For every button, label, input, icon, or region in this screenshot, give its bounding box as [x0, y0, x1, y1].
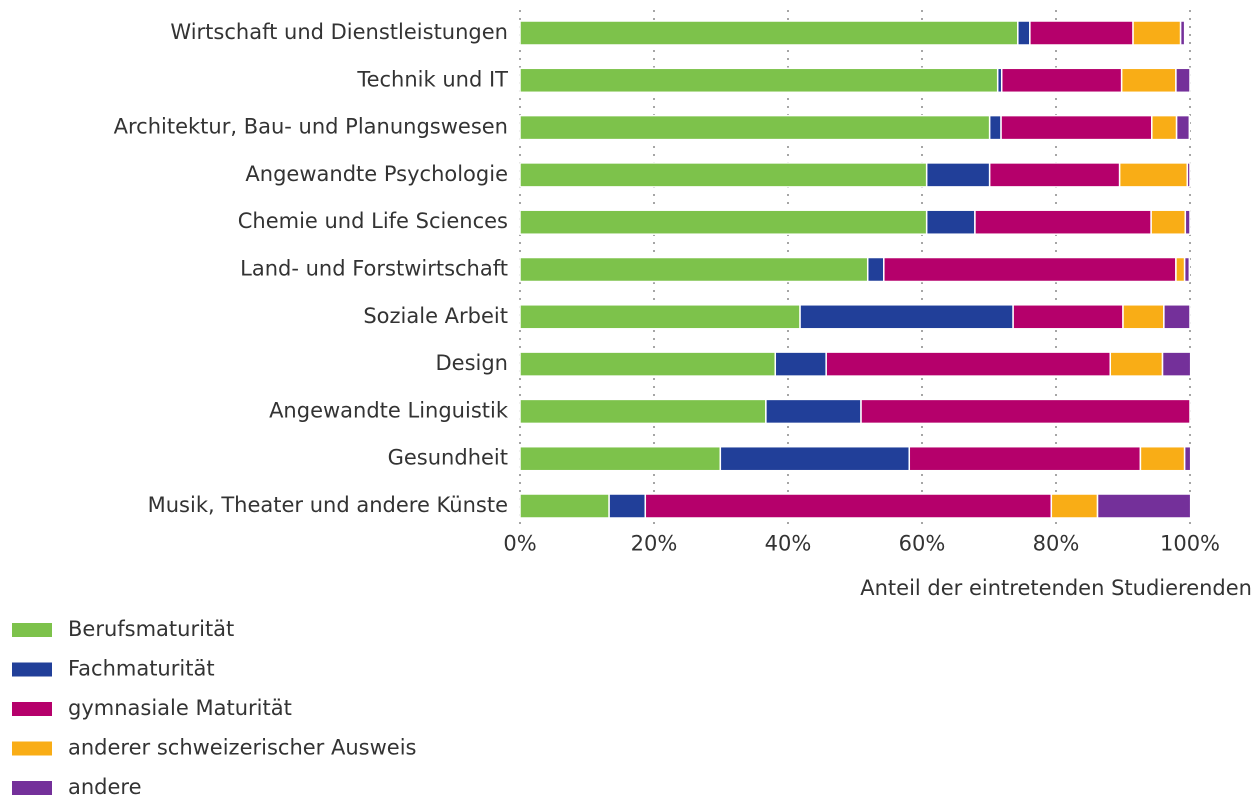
y-tick-label: Gesundheit: [388, 446, 508, 470]
bar-segment: [1183, 445, 1192, 472]
bar-segment: [1183, 256, 1191, 283]
bar-segment: [519, 304, 801, 330]
bar-segment: [1186, 162, 1191, 188]
bar-segment: [1163, 304, 1191, 330]
bar-segment: [519, 351, 777, 377]
bar-segment: [1151, 114, 1178, 141]
x-tick-label: 100%: [1160, 532, 1220, 556]
legend-swatch: [12, 702, 52, 716]
bar-segment: [1122, 304, 1165, 330]
legend-swatch: [12, 662, 52, 677]
legend-label: gymnasiale Maturität: [68, 696, 292, 720]
bar-segment: [1132, 20, 1182, 46]
bar-segment: [519, 67, 999, 94]
bar-segment: [1150, 209, 1187, 235]
legend-label: andere: [68, 775, 142, 799]
bar-segment: [1118, 162, 1189, 188]
bar-segment: [1175, 256, 1186, 283]
bar-segment: [519, 445, 722, 472]
x-tick-label: 40%: [765, 532, 812, 556]
bar-segment: [519, 20, 1019, 46]
bar-segment: [1017, 20, 1031, 46]
x-tick-label: 80%: [1033, 532, 1080, 556]
bar-segment: [1161, 351, 1192, 377]
legend-swatch: [12, 623, 52, 637]
bar-segment: [825, 351, 1112, 377]
y-tick-label: Musik, Theater und andere Künste: [148, 493, 508, 517]
bar-segment: [1184, 209, 1191, 235]
x-tick-label: 20%: [631, 532, 678, 556]
bar-segment: [974, 209, 1152, 235]
bar-segment: [925, 209, 976, 235]
legend-label: Fachmaturität: [68, 657, 215, 681]
x-axis-label: Anteil der eintretenden Studierenden: [860, 576, 1252, 600]
y-tick-label: Wirtschaft und Dienstleistungen: [170, 20, 508, 44]
y-tick-label: Technik und IT: [356, 67, 508, 91]
bar-segment: [519, 114, 991, 141]
bar-segment: [519, 256, 869, 283]
bar-segment: [719, 445, 911, 472]
bar-segment: [1096, 493, 1192, 519]
bar-segment: [1000, 67, 1123, 94]
y-tick-label: Architektur, Bau- und Planungswesen: [114, 115, 508, 139]
bar-segment: [608, 493, 647, 519]
bar-segment: [519, 493, 610, 519]
bar-segment: [988, 162, 1121, 188]
y-tick-label: Land- und Forstwirtschaft: [240, 257, 508, 281]
bar-segment: [866, 256, 885, 283]
bar-segment: [1120, 67, 1177, 94]
legend-label: anderer schweizerischer Ausweis: [68, 736, 416, 760]
y-tick-label: Design: [435, 351, 508, 375]
bar-segment: [765, 398, 862, 425]
bar-segment: [925, 162, 991, 188]
bar-segment: [1175, 67, 1191, 94]
bar-segment: [1109, 351, 1164, 377]
bar-segment: [799, 304, 1014, 330]
x-tick-label: 0%: [503, 532, 536, 556]
bar-segment: [774, 351, 827, 377]
bar-segment: [908, 445, 1142, 472]
y-tick-label: Angewandte Linguistik: [269, 398, 509, 422]
x-tick-label: 60%: [899, 532, 946, 556]
y-tick-label: Angewandte Psychologie: [245, 162, 508, 186]
bar-segment: [883, 256, 1177, 283]
legend-swatch: [12, 781, 52, 795]
bar-segment: [519, 209, 928, 235]
legend-swatch: [12, 741, 52, 756]
bar-segment: [1179, 20, 1186, 46]
bar-segment: [1029, 20, 1134, 46]
bar-segment: [1139, 445, 1186, 472]
bar-segment: [1000, 114, 1153, 141]
bar-segment: [644, 493, 1053, 519]
bar-segment: [1175, 114, 1191, 141]
bar-segment: [1012, 304, 1124, 330]
y-tick-label: Soziale Arbeit: [363, 304, 508, 328]
bar-segment: [1050, 493, 1099, 519]
bar-segment: [860, 398, 1191, 425]
y-tick-label: Chemie und Life Sciences: [238, 209, 508, 233]
bar-segment: [519, 398, 767, 425]
legend-label: Berufsmaturität: [68, 617, 234, 641]
bar-segment: [519, 162, 928, 188]
bar-segment: [988, 114, 1002, 141]
